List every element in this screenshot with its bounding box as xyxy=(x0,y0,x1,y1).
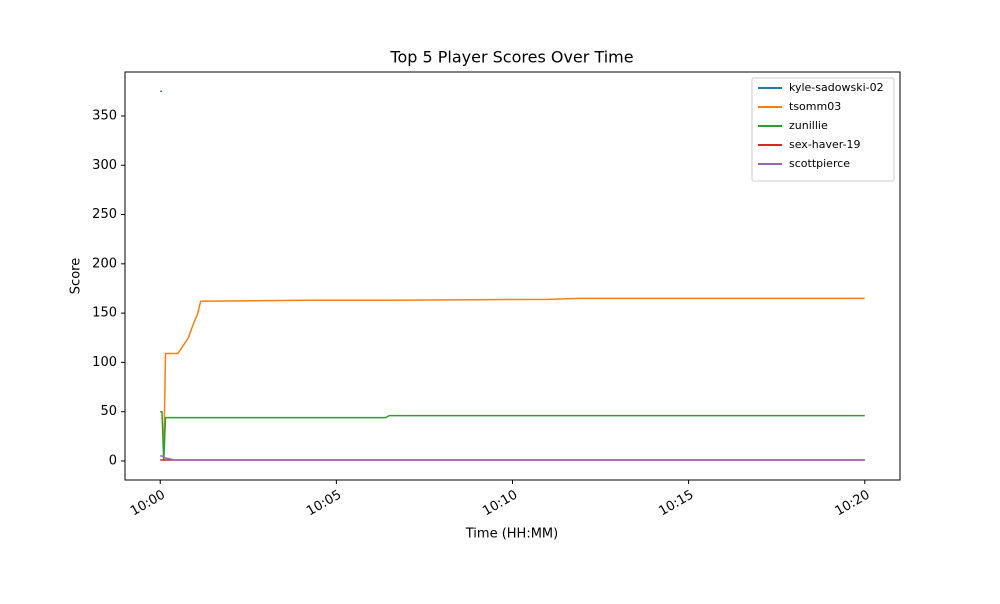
y-tick-label: 0 xyxy=(109,453,117,468)
y-tick-label: 300 xyxy=(92,158,117,173)
x-axis-label: Time (HH:MM) xyxy=(465,527,558,542)
legend-label: scottpierce xyxy=(789,157,850,170)
y-tick-label: 150 xyxy=(92,306,117,321)
legend-label: sex-haver-19 xyxy=(789,138,861,151)
plot-frame xyxy=(124,71,901,481)
y-tick-label: 350 xyxy=(92,108,117,123)
legend-box xyxy=(751,77,895,182)
y-tick-label: 200 xyxy=(92,256,117,271)
legend-label: kyle-sadowski-02 xyxy=(789,81,884,94)
chart-title: Top 5 Player Scores Over Time xyxy=(389,48,633,67)
legend-label: tsomm03 xyxy=(789,100,841,113)
y-tick-label: 100 xyxy=(92,355,117,370)
y-tick-label: 50 xyxy=(100,404,117,419)
series-line xyxy=(160,455,865,461)
series-line xyxy=(160,410,865,462)
y-axis-label: Score xyxy=(69,258,84,294)
series-line xyxy=(163,297,865,457)
legend-label: zunillie xyxy=(789,119,828,132)
y-tick-label: 250 xyxy=(92,207,117,222)
